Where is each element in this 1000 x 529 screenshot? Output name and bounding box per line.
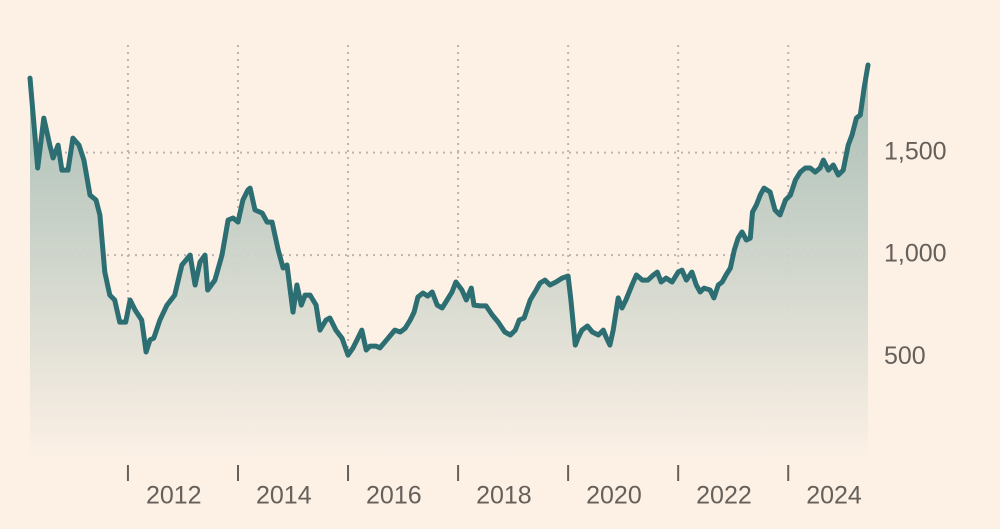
y-tick-label: 500 [884, 342, 926, 370]
x-tick-label: 2024 [806, 482, 862, 510]
y-tick-label: 1,000 [884, 240, 947, 268]
x-tick-label: 2014 [256, 482, 312, 510]
x-tick-label: 2018 [476, 482, 532, 510]
x-tick-label: 2012 [146, 482, 202, 510]
area [30, 65, 868, 460]
x-tick-label: 2022 [696, 482, 752, 510]
y-tick-label: 1,500 [884, 137, 947, 165]
x-tick-label: 2016 [366, 482, 422, 510]
line [27, 62, 871, 358]
x-tick-label: 2020 [586, 482, 642, 510]
